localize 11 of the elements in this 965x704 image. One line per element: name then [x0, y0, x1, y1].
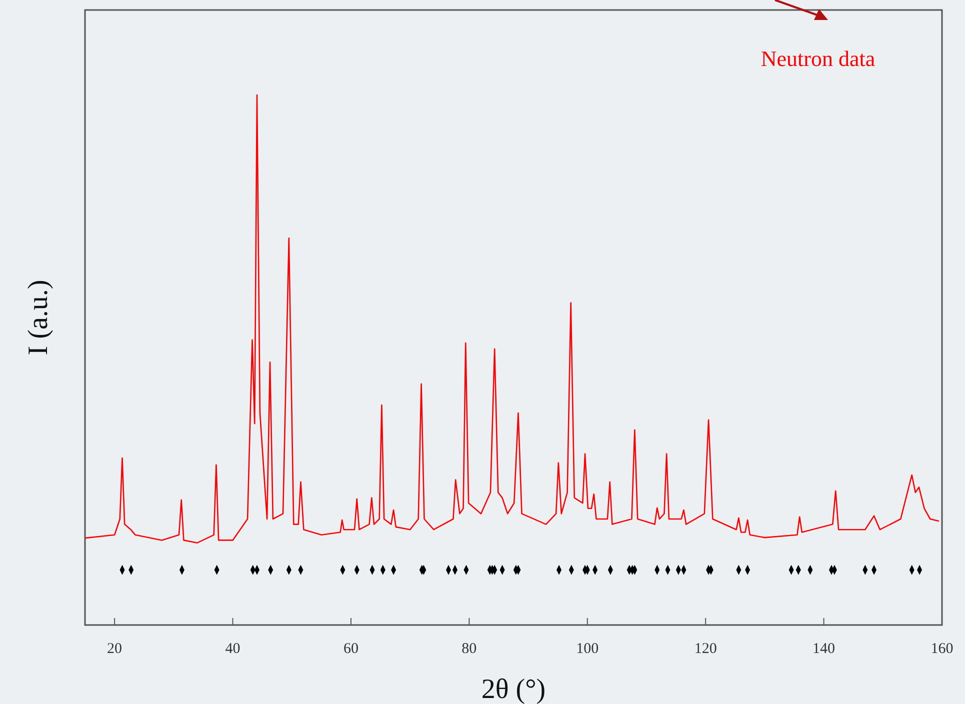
x-tick-label: 140 — [812, 641, 836, 657]
x-tick-label: 100 — [576, 641, 599, 657]
x-tick-label: 60 — [343, 641, 358, 657]
x-tick-label: 160 — [930, 641, 954, 657]
text: Neutron data — [760, 46, 876, 71]
x-tick-label: 20 — [107, 641, 122, 657]
x-axis-title: 2θ (°) — [481, 674, 546, 704]
x-tick-label: 80 — [462, 641, 477, 657]
x-tick-label: 40 — [225, 641, 240, 657]
y-axis-title: I (a.u.) — [23, 280, 54, 356]
x-tick-label: 120 — [694, 641, 717, 657]
